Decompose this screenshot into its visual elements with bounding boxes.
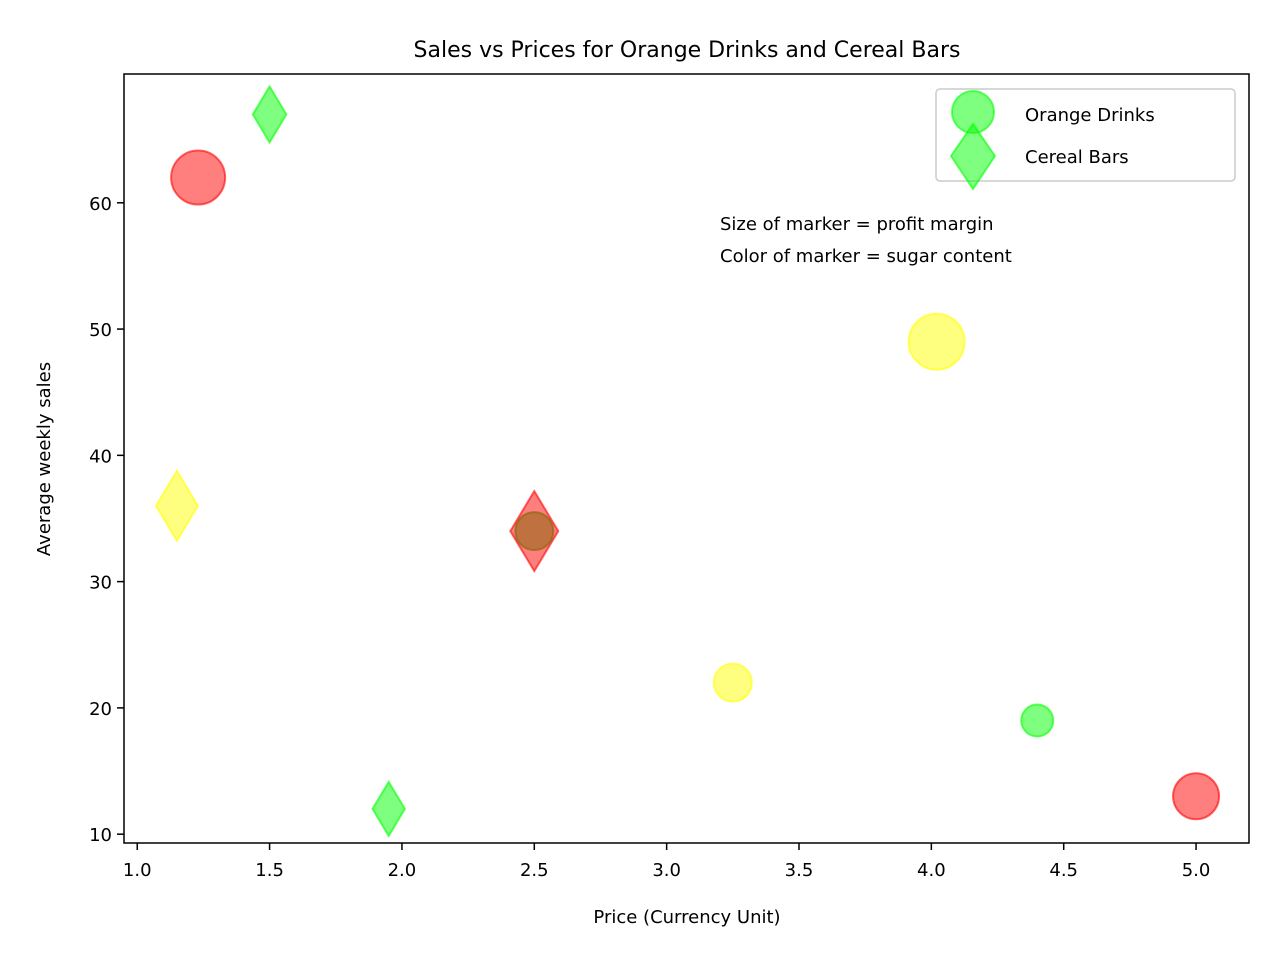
orange-drinks-point <box>1172 772 1221 821</box>
y-tick-label: 20 <box>89 699 112 720</box>
legend-label-orange-drinks: Orange Drinks <box>1025 105 1155 126</box>
x-tick-label: 1.0 <box>123 860 152 881</box>
y-tick-label: 50 <box>89 320 112 341</box>
cereal-bars-point <box>251 84 288 145</box>
cereal-bars-point <box>371 779 407 838</box>
legend-marker-cereal-bars <box>949 122 997 191</box>
legend: Orange Drinks Cereal Bars <box>935 88 1236 191</box>
y-axis-label: Average weekly sales <box>34 362 55 556</box>
annotation-line-2: Color of marker = sugar content <box>720 246 1012 267</box>
x-tick-label: 4.0 <box>917 860 946 881</box>
orange-drinks-point <box>1020 703 1055 738</box>
cereal-bars-point <box>154 468 200 543</box>
plot-frame <box>123 73 1250 844</box>
x-tick-label: 2.0 <box>388 860 417 881</box>
y-tick-label: 60 <box>89 194 112 215</box>
y-tick-label: 40 <box>89 446 112 467</box>
x-tick-label: 1.5 <box>255 860 284 881</box>
orange-drinks-point <box>907 312 966 371</box>
x-tick-label: 4.5 <box>1049 860 1078 881</box>
x-tick-label: 3.0 <box>652 860 681 881</box>
y-tick-label: 10 <box>89 825 112 846</box>
orange-drinks-point <box>712 662 753 703</box>
x-axis-label: Price (Currency Unit) <box>593 907 780 928</box>
legend-box <box>935 88 1236 182</box>
orange-drinks-point <box>514 511 555 552</box>
chart-title: Sales vs Prices for Orange Drinks and Ce… <box>414 38 961 63</box>
legend-label-cereal-bars: Cereal Bars <box>1025 147 1129 168</box>
y-tick-label: 30 <box>89 573 112 594</box>
orange-drinks-point <box>170 149 227 206</box>
x-tick-label: 5.0 <box>1182 860 1211 881</box>
x-tick-label: 2.5 <box>520 860 549 881</box>
annotation-line-1: Size of marker = profit margin <box>720 214 994 235</box>
x-tick-label: 3.5 <box>785 860 814 881</box>
